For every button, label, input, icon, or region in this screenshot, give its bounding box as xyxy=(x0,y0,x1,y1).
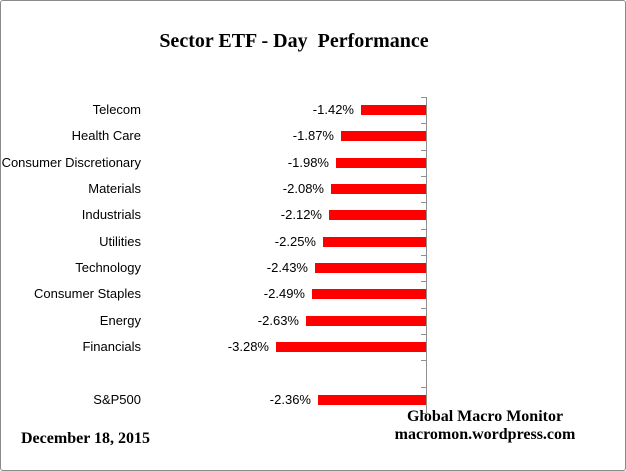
axis-tick xyxy=(421,229,426,230)
source-url: macromon.wordpress.com xyxy=(394,426,576,443)
axis-tick xyxy=(421,281,426,282)
bar xyxy=(341,131,426,141)
category-label: Technology xyxy=(75,260,141,275)
value-label: -2.25% xyxy=(274,234,316,249)
axis-tick xyxy=(421,150,426,151)
axis-tick xyxy=(421,308,426,309)
value-label: -2.12% xyxy=(280,207,322,222)
value-label: -1.42% xyxy=(312,102,354,117)
category-label: Energy xyxy=(99,313,141,328)
bar xyxy=(276,342,426,352)
category-label: Health Care xyxy=(71,128,141,143)
bar xyxy=(329,210,426,220)
bar xyxy=(361,105,426,115)
category-label: Consumer Discretionary xyxy=(1,155,141,170)
source-name: Global Macro Monitor xyxy=(406,408,564,425)
axis-tick xyxy=(421,123,426,124)
bar xyxy=(315,263,426,273)
category-label: Consumer Staples xyxy=(34,286,141,301)
bar xyxy=(306,316,426,326)
value-label: -2.36% xyxy=(269,392,311,407)
category-label: Financials xyxy=(82,339,141,354)
axis-tick xyxy=(421,387,426,388)
axis-tick xyxy=(421,255,426,256)
category-label: Industrials xyxy=(81,207,141,222)
bar xyxy=(323,237,426,247)
category-label: Telecom xyxy=(92,102,141,117)
chart-title: Sector ETF - Day Performance xyxy=(159,30,429,52)
category-axis-line xyxy=(426,97,427,413)
value-label: -2.08% xyxy=(282,181,324,196)
axis-tick xyxy=(421,334,426,335)
bar xyxy=(318,395,426,405)
bar xyxy=(312,289,426,299)
bar xyxy=(336,158,426,168)
axis-tick xyxy=(421,413,426,414)
footer-source: Global Macro Monitor macromon.wordpress.… xyxy=(335,408,625,444)
category-label: Utilities xyxy=(99,234,141,249)
category-label: S&P500 xyxy=(93,392,141,407)
value-label: -2.49% xyxy=(263,286,305,301)
axis-tick xyxy=(421,97,426,98)
footer-date: December 18, 2015 xyxy=(21,430,150,447)
axis-tick xyxy=(421,360,426,361)
value-label: -2.43% xyxy=(266,260,308,275)
axis-tick xyxy=(421,202,426,203)
bar xyxy=(331,184,426,194)
value-label: -1.87% xyxy=(292,128,334,143)
value-label: -3.28% xyxy=(227,339,269,354)
category-label: Materials xyxy=(88,181,141,196)
axis-tick xyxy=(421,176,426,177)
value-label: -1.98% xyxy=(287,155,329,170)
value-label: -2.63% xyxy=(257,313,299,328)
